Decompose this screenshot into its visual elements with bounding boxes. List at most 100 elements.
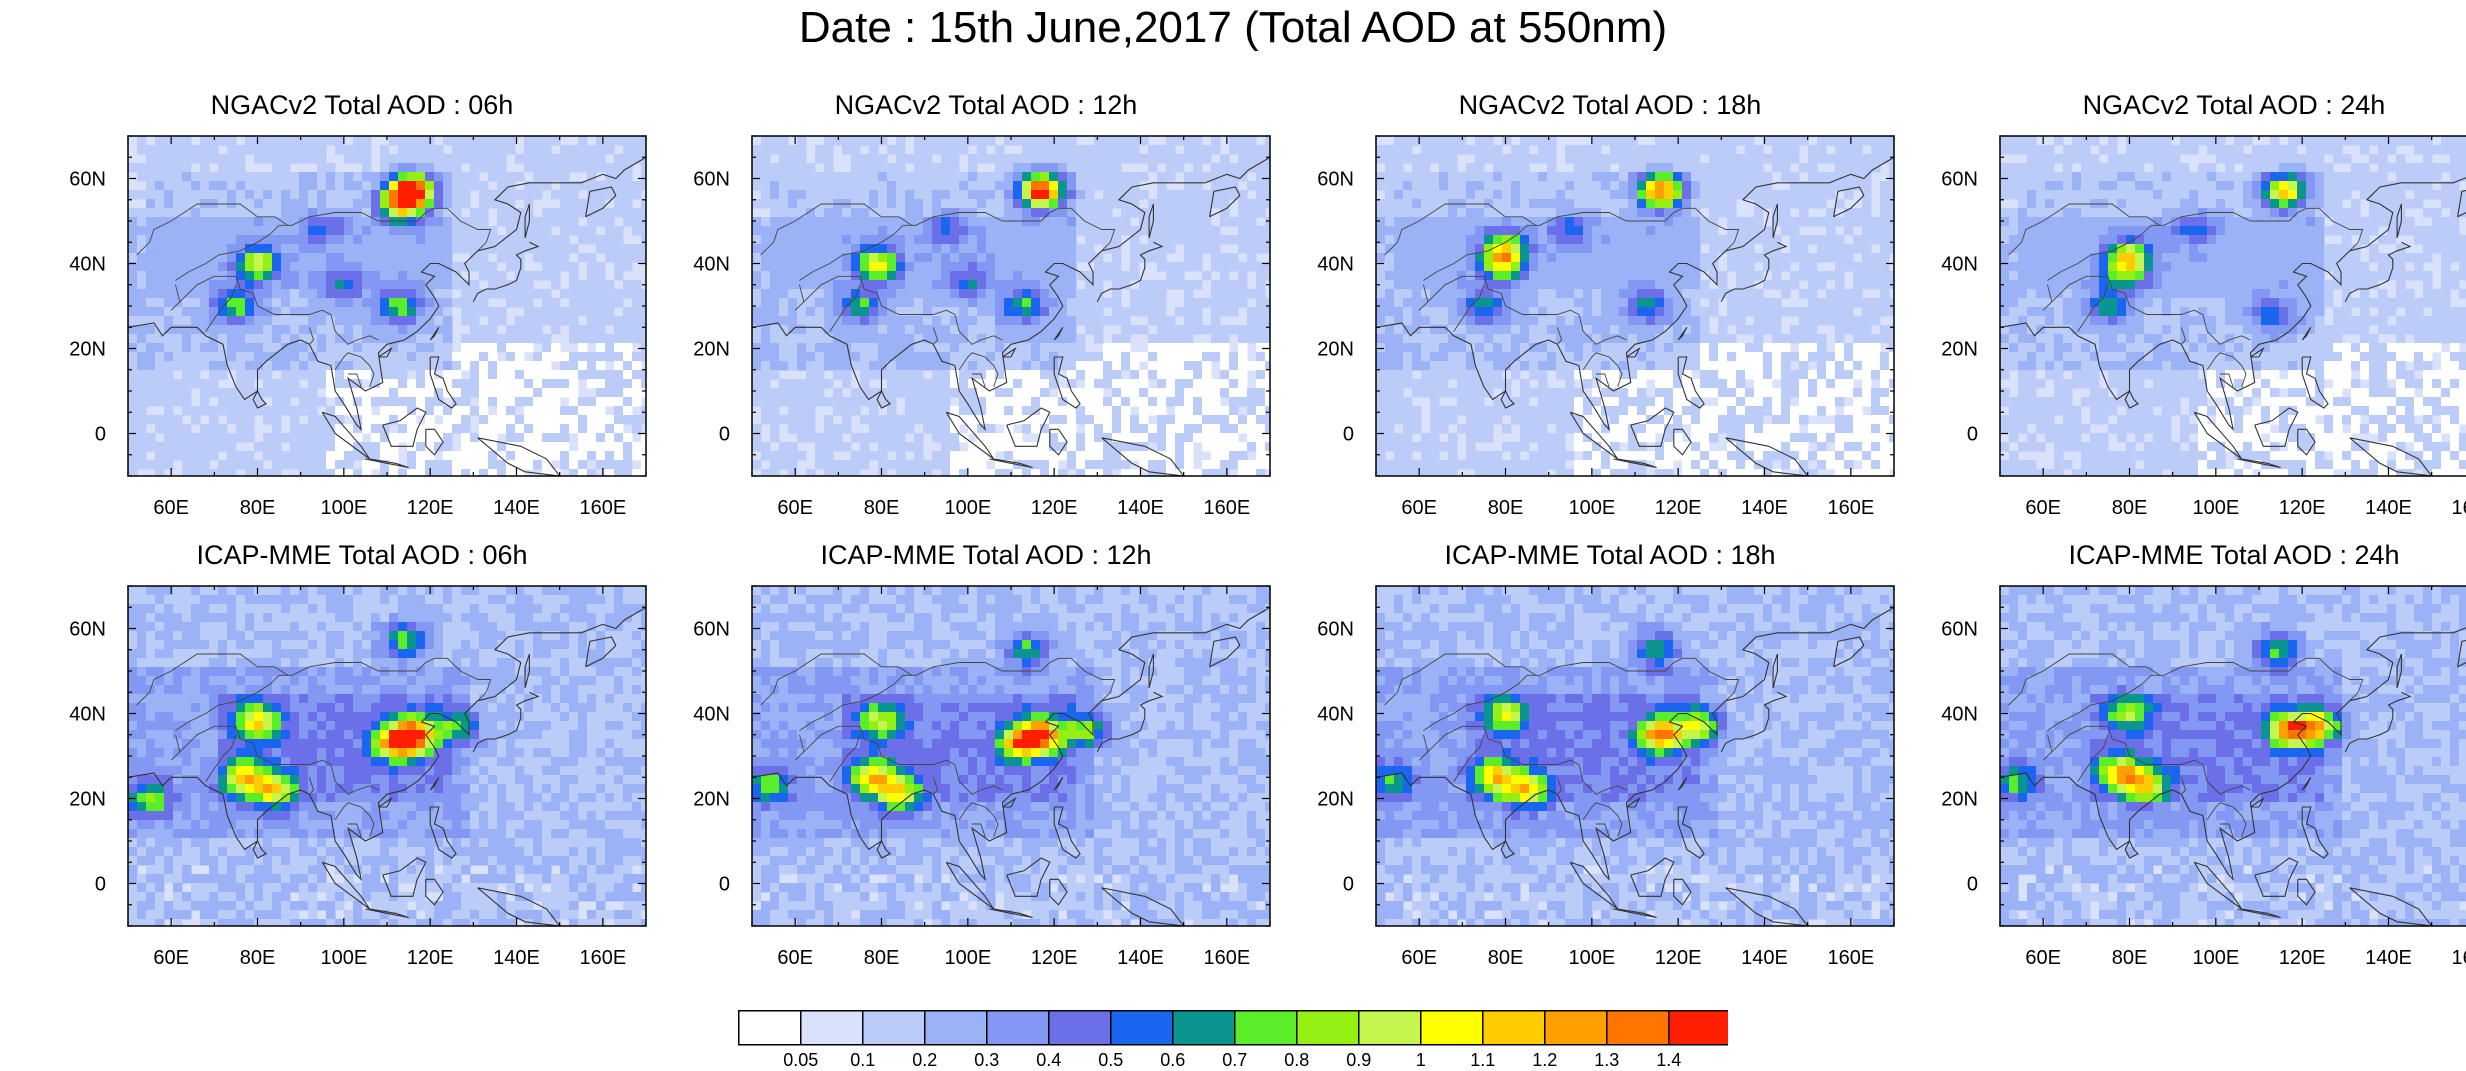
- colorbar-label: 0.6: [1160, 1050, 1186, 1070]
- country-border: [2077, 734, 2109, 782]
- coastline: [382, 407, 427, 447]
- lat-tick-label: 0: [1343, 874, 1354, 896]
- lon-tick-label: 100E: [2192, 497, 2239, 519]
- lat-tick-label: 60N: [693, 619, 730, 641]
- aod-field: [1376, 586, 1894, 926]
- country-border: [348, 373, 362, 387]
- country-border: [136, 203, 288, 256]
- colorbar-swatch: [1482, 1010, 1546, 1046]
- lat-tick-label: 60N: [1317, 169, 1354, 191]
- panel-icap-12h: ICAP-MME Total AOD : 12h 60E 80E 100E 120E 1…: [688, 540, 1284, 1014]
- aod-field: [752, 136, 1270, 476]
- lon-tick-label: 100E: [320, 947, 367, 969]
- country-border: [803, 725, 1003, 795]
- country-border: [799, 207, 1116, 281]
- lat-tick-label: 40N: [1317, 254, 1354, 276]
- coastline: [1049, 428, 1068, 456]
- lat-tick-label: 20N: [1941, 339, 1978, 361]
- lat-tick-label: 60N: [69, 619, 106, 641]
- map-plot: 60E 80E 100E 120E 140E 160E 0 20N 40N 60N: [69, 585, 647, 969]
- coastline: [382, 857, 427, 897]
- coastline: [477, 887, 561, 926]
- coastline: [1569, 861, 1619, 910]
- lon-tick-label: 60E: [153, 947, 189, 969]
- coastline: [252, 390, 268, 409]
- lon-tick-label: 60E: [1401, 497, 1437, 519]
- panel-title: ICAP-MME Total AOD : 24h: [2068, 540, 2400, 570]
- colorbar: 0.05 0.1 0.2 0.3 0.4 0.5 0.6 0.7 0.8 0.9 1 1.1 1.2 1.…: [738, 1010, 1732, 1070]
- country-border: [170, 284, 181, 311]
- coastline: [1626, 346, 1641, 358]
- country-border: [1453, 734, 1485, 782]
- country-border: [972, 823, 986, 837]
- lon-tick-label: 60E: [2025, 947, 2061, 969]
- coastline: [1006, 857, 1051, 897]
- lon-tick-label: 120E: [407, 947, 454, 969]
- lat-tick-label: 40N: [1941, 254, 1978, 276]
- coastline: [2237, 458, 2281, 469]
- coastline: [1626, 796, 1641, 808]
- colorbar-label: 0.2: [912, 1050, 938, 1070]
- lat-tick-label: 0: [95, 424, 106, 446]
- coastline: [472, 241, 540, 303]
- country-border: [1427, 275, 1627, 345]
- country-border: [334, 802, 375, 837]
- lon-tick-label: 80E: [2112, 947, 2148, 969]
- country-border: [1582, 352, 1623, 387]
- colorbar-swatches: [738, 1010, 1732, 1046]
- coastline: [2457, 189, 2466, 218]
- coastline: [1673, 428, 1692, 456]
- lon-tick-label: 140E: [1741, 947, 1788, 969]
- lon-tick-label: 120E: [2279, 497, 2326, 519]
- colorbar-swatch: [1420, 1010, 1484, 1046]
- coastline: [429, 776, 440, 791]
- country-border: [334, 352, 375, 387]
- country-border: [175, 207, 492, 281]
- coastline: [945, 411, 995, 460]
- panel-title: NGACv2 Total AOD : 18h: [1458, 90, 1762, 120]
- coastline: [2301, 806, 2329, 859]
- panel-ngac-12h: NGACv2 Total AOD : 12h 60E 80E 100E 120E 140…: [688, 90, 1284, 564]
- lon-tick-label: 80E: [240, 947, 276, 969]
- map-plot: 60E 80E 100E 120E 140E 160E 0 20N 40N 60N: [1941, 585, 2466, 969]
- colorbar-swatch: [862, 1010, 926, 1046]
- lon-tick-label: 160E: [1827, 947, 1874, 969]
- country-border: [348, 823, 362, 837]
- lat-tick-label: 40N: [693, 254, 730, 276]
- lon-tick-label: 80E: [2112, 497, 2148, 519]
- country-border: [932, 327, 939, 345]
- lat-tick-label: 40N: [693, 704, 730, 726]
- lon-tick-label: 100E: [320, 497, 367, 519]
- panel-icap-24h: ICAP-MME Total AOD : 24h 60E 80E 100E 120E 1…: [1936, 540, 2466, 1014]
- colorbar-swatch: [1358, 1010, 1422, 1046]
- aod-field: [128, 586, 646, 926]
- lat-tick-label: 20N: [693, 789, 730, 811]
- colorbar-label: 0.5: [1098, 1050, 1124, 1070]
- lon-tick-label: 120E: [1031, 947, 1078, 969]
- coastline: [2344, 241, 2412, 303]
- coastline: [2396, 203, 2402, 239]
- lon-tick-label: 160E: [1203, 947, 1250, 969]
- coastline: [1096, 691, 1164, 753]
- coastline: [1613, 458, 1657, 469]
- country-border: [2008, 203, 2160, 256]
- coastline: [2301, 326, 2312, 341]
- coastline: [2457, 639, 2466, 668]
- coastline: [472, 691, 540, 753]
- map-plot: 60E 80E 100E 120E 140E 160E 0 20N 40N 60N: [1317, 135, 1895, 519]
- lat-tick-label: 20N: [1941, 789, 1978, 811]
- country-border: [829, 284, 861, 332]
- colorbar-label: 0.1: [850, 1050, 876, 1070]
- coastline: [1677, 806, 1705, 859]
- country-border: [794, 734, 805, 761]
- coastline: [2193, 411, 2243, 460]
- lon-tick-label: 120E: [407, 497, 454, 519]
- coastline: [2124, 390, 2140, 409]
- coastline: [128, 606, 646, 881]
- panel-icap-18h: ICAP-MME Total AOD : 18h 60E 80E 100E 120E 1…: [1312, 540, 1908, 1014]
- coastline: [425, 428, 444, 456]
- panel-title: ICAP-MME Total AOD : 12h: [820, 540, 1152, 570]
- lon-tick-label: 80E: [864, 497, 900, 519]
- coastline: [425, 878, 444, 906]
- panel-ngac-24h: NGACv2 Total AOD : 24h 60E 80E 100E 120E 140…: [1936, 90, 2466, 564]
